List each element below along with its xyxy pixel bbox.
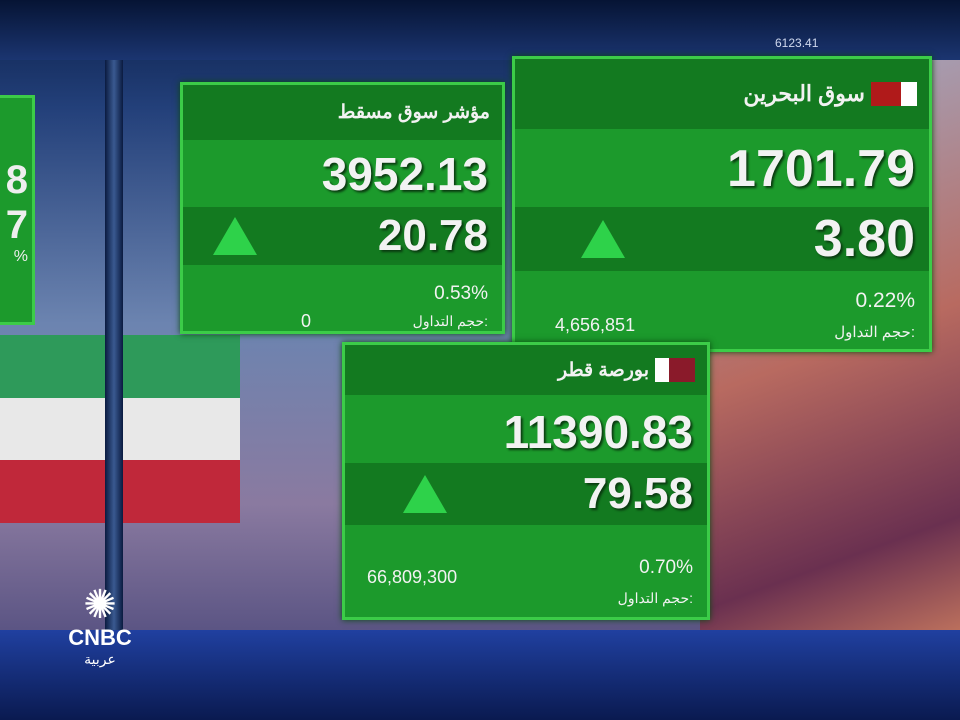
change-value: 3.80: [813, 210, 915, 268]
bahrain-card: سوق البحرين 1701.79 3.80 0.22% حجم التدا…: [512, 56, 932, 352]
card-title: مؤشر سوق مسقط: [183, 85, 502, 140]
up-arrow-icon: [581, 220, 625, 258]
volume-label: حجم التداول:: [412, 313, 488, 329]
cnbc-arabia-logo: ✺ CNBC عربية: [50, 585, 150, 668]
up-arrow-icon: [403, 475, 447, 513]
volume-value: 4,656,851: [555, 315, 636, 335]
percent-change: 0.22%: [855, 289, 915, 312]
qatar-card: بورصة قطر 11390.83 79.58 0.70% حجم التدا…: [342, 342, 710, 620]
volume-label: حجم التداول:: [617, 590, 693, 606]
percent-change: 0.70%: [639, 557, 693, 578]
ticker-text: 6123.41: [775, 36, 819, 50]
frame-pillar: [105, 60, 123, 630]
index-value: 1701.79: [727, 140, 915, 198]
card-title: سوق البحرين: [743, 81, 865, 106]
partial-percent: %: [13, 248, 28, 265]
bottom-frame: [0, 630, 960, 720]
muscat-card: مؤشر سوق مسقط 3952.13 20.78 0.53% حجم ال…: [180, 82, 505, 334]
volume-value: 66,809,300: [367, 567, 458, 587]
volume-label: حجم التداول:: [834, 324, 915, 341]
card-title: بورصة قطر: [557, 359, 649, 381]
percent-change: 0.53%: [434, 283, 488, 304]
change-value: 20.78: [377, 211, 488, 260]
partial-change: 7: [5, 203, 28, 247]
change-row: 3.80: [515, 207, 929, 271]
peacock-icon: ✺: [83, 583, 117, 627]
volume-value: 0: [301, 311, 312, 331]
logo-sub: عربية: [84, 651, 116, 667]
change-row: 20.78: [183, 207, 502, 265]
index-value: 11390.83: [503, 406, 693, 458]
change-value: 79.58: [582, 469, 693, 518]
index-value: 3952.13: [321, 148, 488, 200]
partial-value: 8: [5, 158, 28, 202]
partial-card: 8 7 %: [0, 95, 35, 325]
logo-brand: CNBC: [68, 625, 132, 650]
change-row: 79.58: [345, 463, 707, 525]
up-arrow-icon: [213, 217, 257, 255]
bahrain-flag-icon: [871, 82, 917, 106]
card-title-row: سوق البحرين: [515, 59, 929, 129]
qatar-flag-icon: [655, 358, 695, 382]
card-title-row: بورصة قطر: [345, 345, 707, 395]
top-frame: [0, 0, 960, 60]
